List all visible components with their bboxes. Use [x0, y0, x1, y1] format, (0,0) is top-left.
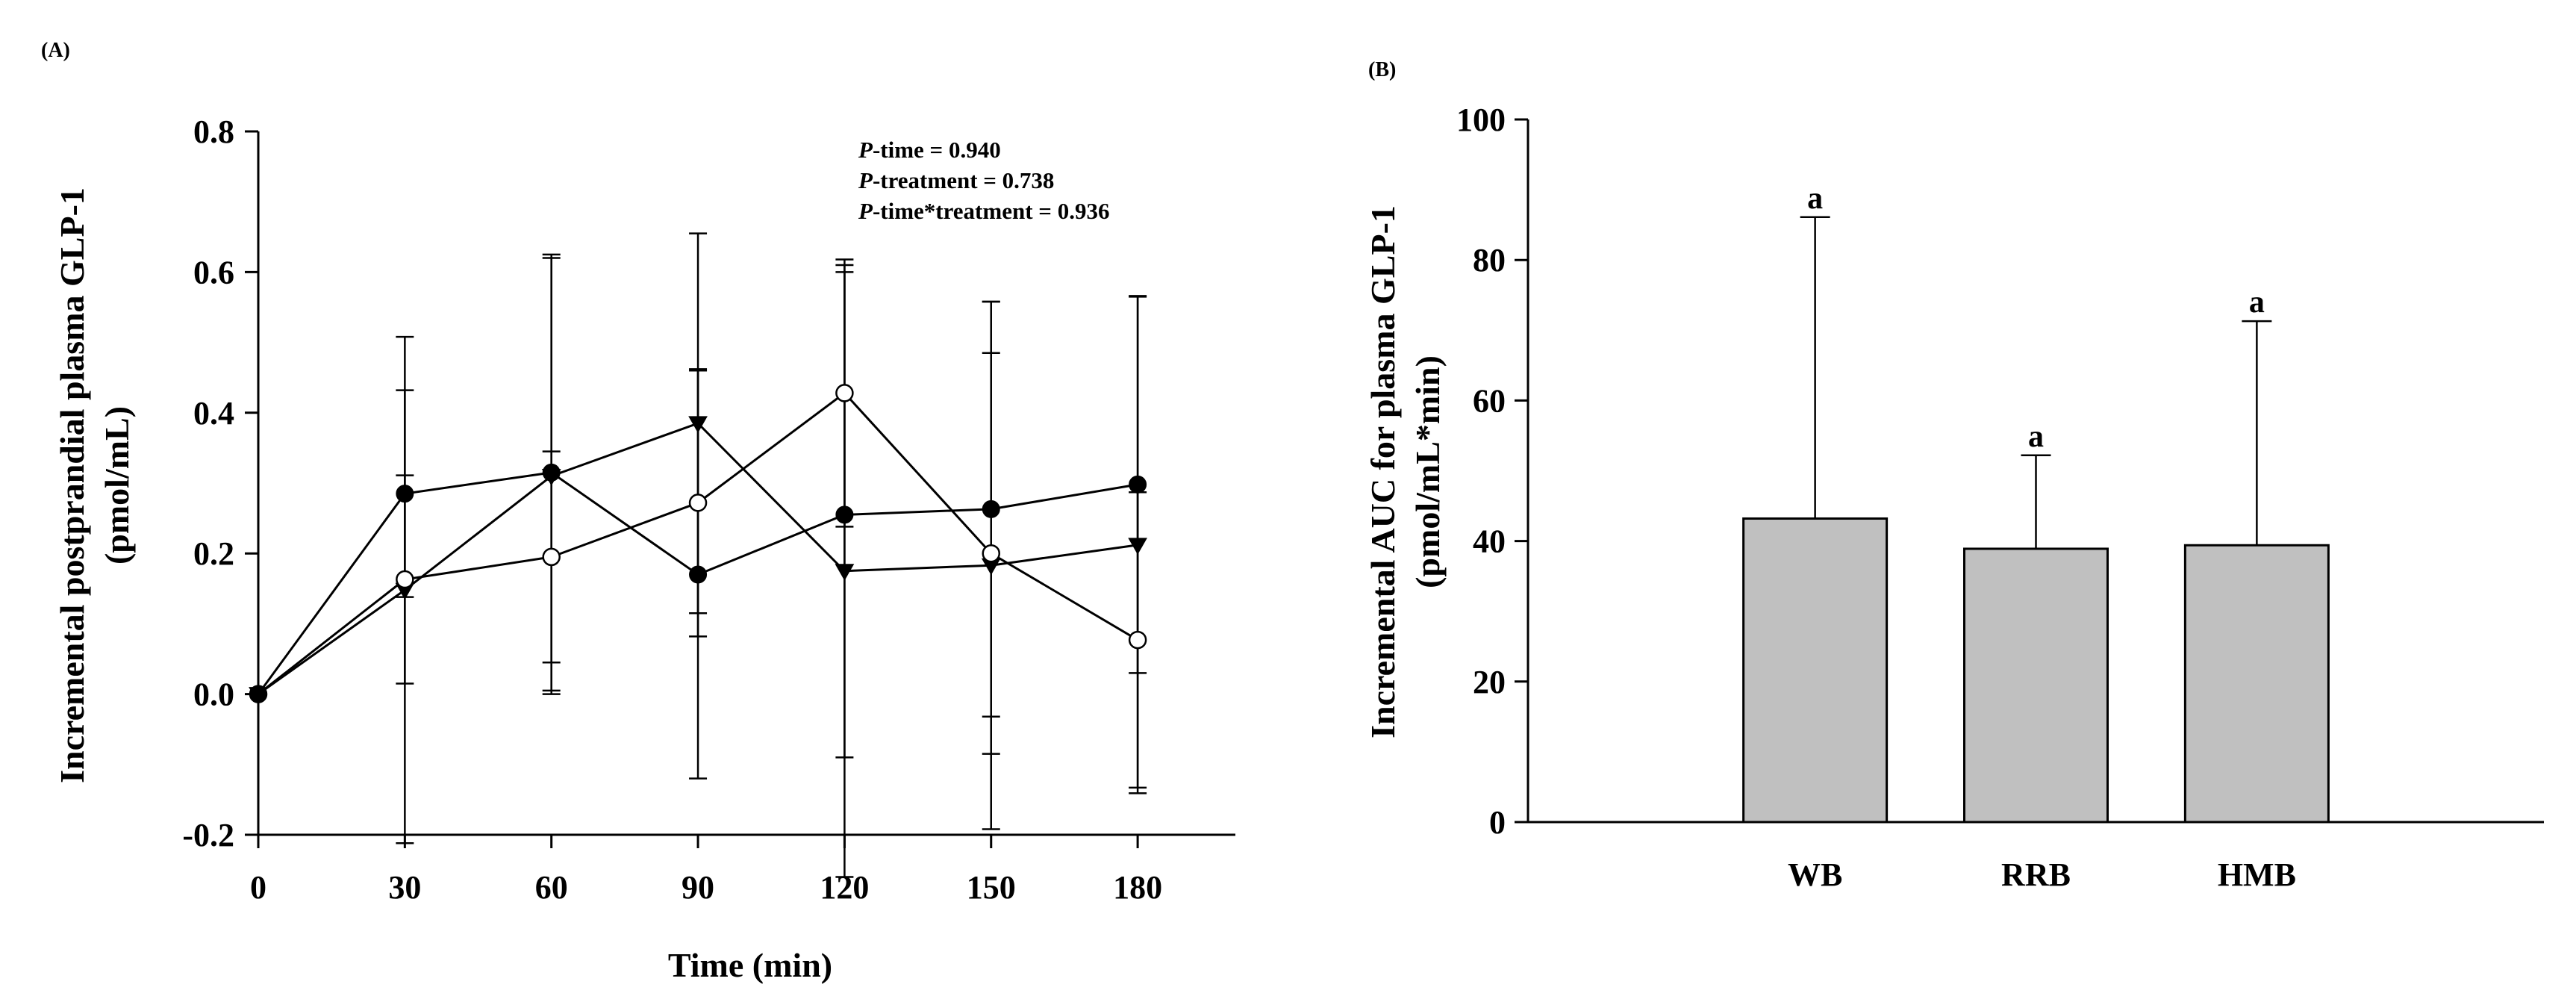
panel-a-y-axis-title: Incremental postprandial plasma GLP-1: [53, 187, 91, 783]
panel-b-bar: [1742, 517, 1889, 824]
panel-b-y-tick-label: 20: [1473, 664, 1506, 700]
panel-b-y-axis-units: (pmol/mL*min): [1409, 355, 1447, 588]
panel-a-y-tick-label: 0.0: [193, 676, 234, 713]
stat-p-time: P-time = 0.940: [858, 137, 1001, 163]
panel-a-y-ticks: -0.2 0.0 0.2 0.4 0.6 0.8: [182, 113, 258, 853]
panel-a-x-tick-label: 60: [535, 869, 568, 906]
panel-a-y-tick-label: -0.2: [182, 817, 234, 853]
panel-a-point: [396, 485, 414, 503]
panel-b-category-label: WB: [1788, 856, 1842, 893]
panel-b-y-tick-label: 40: [1473, 523, 1506, 560]
stat-p-interaction: P-time*treatment = 0.936: [858, 198, 1109, 224]
panel-a-point: [982, 544, 1000, 563]
panel-a-statistics: P-time = 0.940 P-treatment = 0.738 P-tim…: [858, 137, 1109, 224]
panel-a-point: [542, 547, 561, 567]
panel-b-y-tick-label: 0: [1489, 804, 1506, 841]
panel-b-bars: a WB a RRB a HMB: [1742, 181, 2330, 893]
panel-b-y-ticks: 0 20 40 60 80 100: [1456, 102, 1528, 841]
panel-a-y-tick-label: 0.2: [193, 535, 234, 572]
panel-a-y-tick-label: 0.8: [193, 113, 234, 150]
panel-a-series: [249, 232, 1147, 878]
panel-b-significance-letter: a: [2249, 285, 2265, 320]
panel-b-y-tick-label: 80: [1473, 242, 1506, 279]
panel-a-point: [689, 565, 708, 584]
panel-a-y-tick-label: 0.4: [193, 395, 234, 432]
panel-b-label: (B): [1368, 58, 1396, 81]
panel-a-y-tick-label: 0.6: [193, 254, 234, 290]
panel-b-category-label: RRB: [2001, 856, 2071, 893]
panel-b-significance-letter: a: [1807, 181, 1823, 216]
panel-b-category-label: HMB: [2218, 856, 2296, 893]
panel-a-point: [396, 570, 414, 589]
panel-a-point: [835, 505, 854, 524]
panel-a-point: [982, 500, 1000, 518]
panel-a-point: [835, 384, 854, 402]
panel-b-y-tick-label: 100: [1456, 102, 1506, 138]
panel-a-point: [688, 416, 708, 433]
panel-a-line-chart: (A) -0.20.00.20.40.60.8 0 30 60 90 120 150 180…: [41, 39, 1235, 984]
panel-b-significance-letter: a: [2028, 420, 2044, 454]
panel-a-point: [1128, 538, 1147, 555]
panel-a-x-tick-label: 90: [682, 869, 714, 906]
panel-b-bar-chart: (B) 0 20 40 60 80 100 a WB a RRB a HMB Incremental…: [1364, 58, 2544, 893]
panel-a-point: [542, 463, 561, 482]
panel-a-x-axis-title: Time (min): [668, 946, 832, 984]
panel-a-point: [1128, 630, 1147, 650]
panel-a-point: [1129, 475, 1147, 494]
panel-b-bar: [2183, 544, 2330, 824]
panel-a-point: [249, 685, 267, 703]
stat-p-treatment: P-treatment = 0.738: [858, 167, 1054, 193]
panel-b-y-tick-label: 60: [1473, 382, 1506, 419]
panel-a-point: [688, 494, 708, 512]
panel-a-axes: [257, 131, 1235, 836]
panel-a-x-tick-label: 150: [967, 869, 1016, 906]
panel-a-x-tick-label: 180: [1113, 869, 1162, 906]
panel-a-x-ticks: 0 30 60 90 120 150 180: [250, 835, 1162, 906]
panel-a-label: (A): [41, 39, 70, 62]
panel-b-y-axis-title: Incremental AUC for plasma GLP-1: [1364, 205, 1402, 738]
panel-a-x-tick-label: 0: [250, 869, 266, 906]
panel-b-bar: [1963, 547, 2109, 824]
panel-a-x-tick-label: 30: [388, 869, 421, 906]
panel-a-point: [835, 564, 855, 581]
panel-a-y-axis-units: (pmol/mL): [98, 406, 136, 564]
